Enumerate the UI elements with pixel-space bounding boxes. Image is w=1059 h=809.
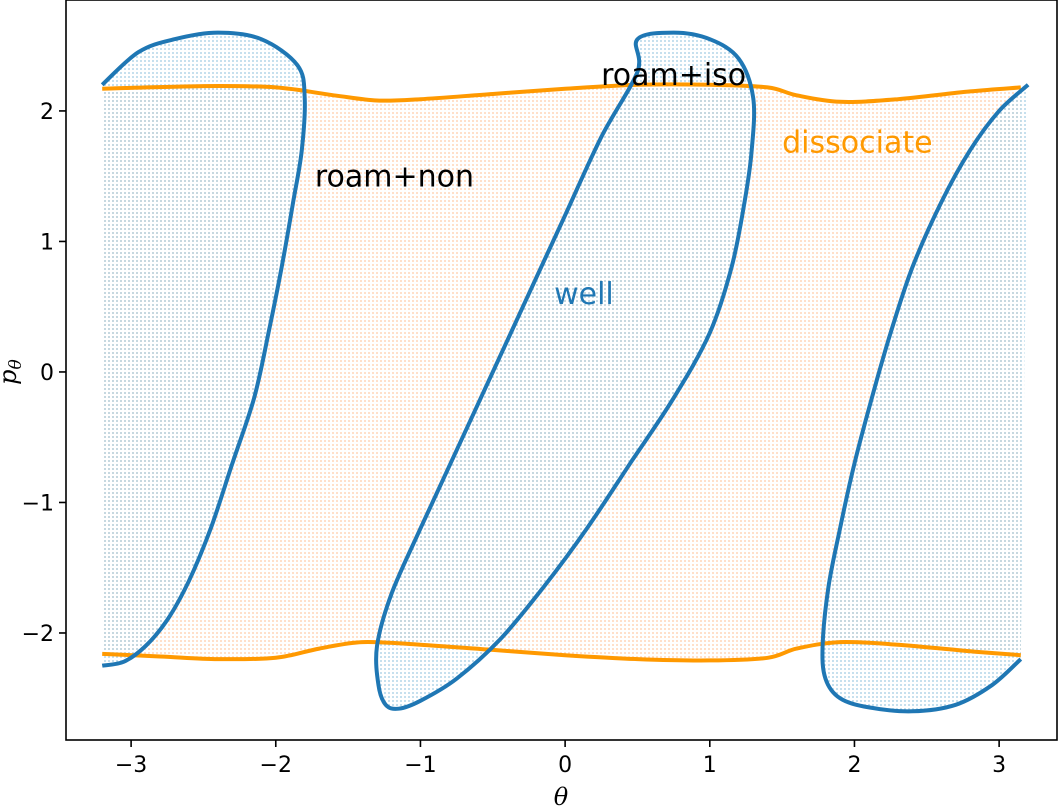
well-fill-left [102, 32, 305, 666]
annotation-roam-non: roam+non [315, 160, 474, 195]
well-curve-center [374, 30, 757, 711]
x-tick-label: 0 [558, 753, 572, 778]
well-fill-center [376, 32, 755, 709]
y-tick-label: −1 [22, 491, 54, 516]
annotation-roam-iso: roam+iso [601, 58, 746, 93]
annotation-well: well [554, 277, 614, 312]
y-tick-label: 2 [40, 100, 54, 125]
plot-area [100, 30, 1030, 714]
y-tick-label: 0 [40, 361, 54, 386]
x-tick-label: −2 [260, 753, 292, 778]
annotation-dissociate: dissociate [782, 126, 932, 161]
well-region-fills [102, 32, 1029, 712]
x-axis-label: θ [554, 783, 569, 809]
x-tick-label: 2 [847, 753, 861, 778]
y-axis-label-main: p [0, 369, 22, 384]
annotations: roam+iso roam+non dissociate well [315, 58, 933, 312]
well-curve-left [100, 30, 307, 668]
well-curve-right [820, 83, 1030, 714]
y-axis-label-subscript: θ [6, 359, 26, 369]
y-tick-label: 1 [40, 230, 54, 255]
boundary-curves [100, 30, 1030, 714]
dissociate-lower-curve [102, 639, 1021, 663]
y-tick-label: −2 [22, 622, 54, 647]
axes-frame [65, 0, 1058, 741]
x-tick-label: −3 [115, 753, 147, 778]
y-axis-label: pθ [0, 359, 26, 385]
x-tick-label: 1 [703, 753, 717, 778]
x-tick-label: −1 [404, 753, 436, 778]
dissociate-upper-curve [102, 82, 1021, 104]
x-tick-label: 3 [992, 753, 1006, 778]
well-fill-right [822, 84, 1029, 712]
ticks: −3 −2 −1 0 1 2 3 −2 −1 0 1 2 [22, 100, 1007, 778]
